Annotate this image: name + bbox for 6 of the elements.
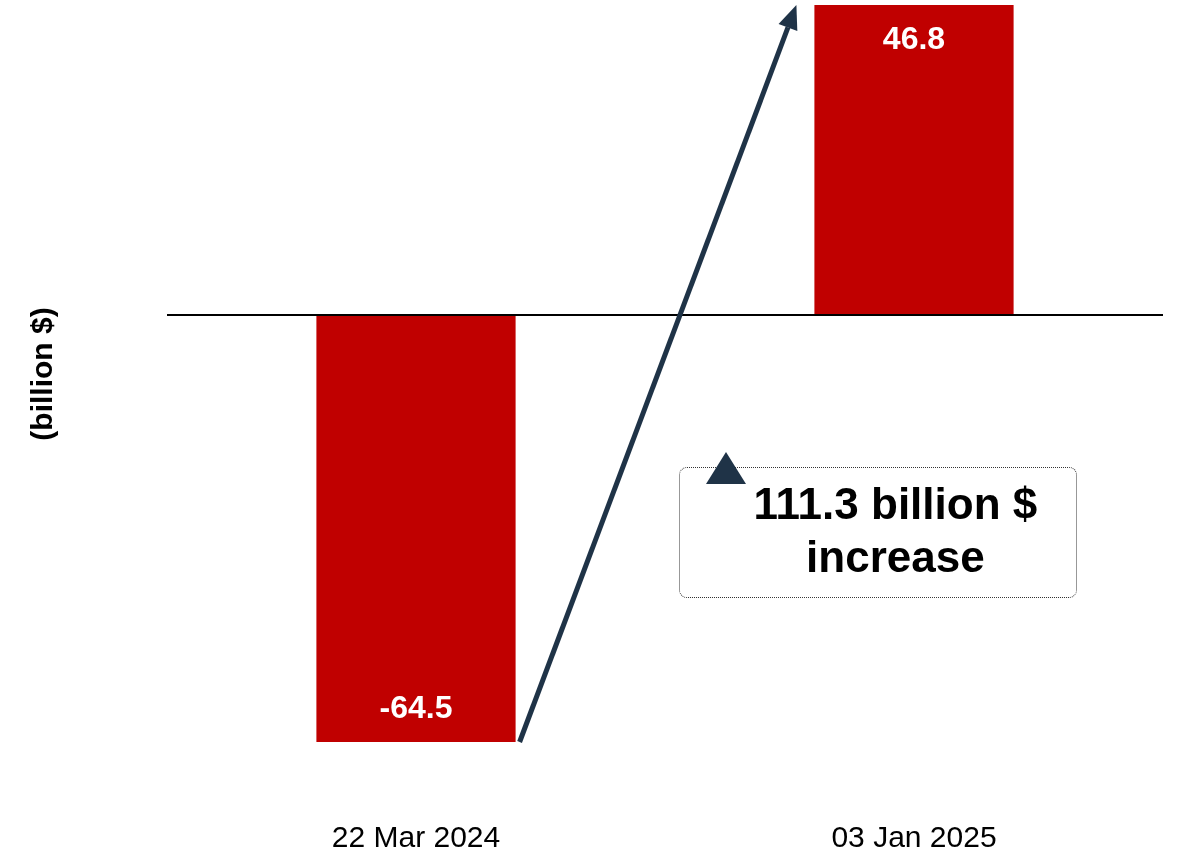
data-label: -64.5 bbox=[379, 689, 453, 725]
data-label: 46.8 bbox=[882, 20, 946, 56]
annotation: 111.3 billion $ increase bbox=[753, 478, 1038, 581]
x-tick-label: 22 Mar 2024 bbox=[331, 819, 501, 853]
x-tick-label: 03 Jan 2025 bbox=[831, 819, 997, 853]
y-axis-title: (billion $) bbox=[24, 307, 58, 441]
